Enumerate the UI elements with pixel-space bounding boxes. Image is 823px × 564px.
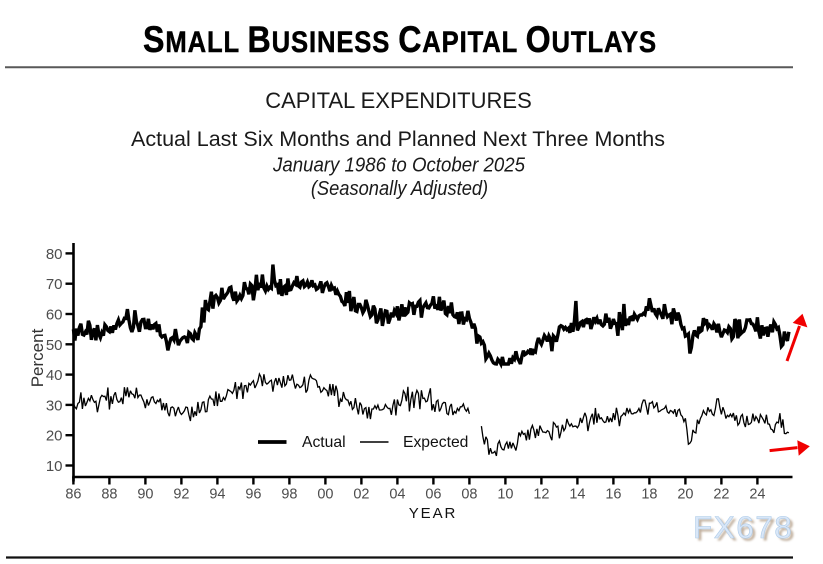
svg-text:Percent: Percent	[28, 328, 47, 387]
svg-text:FX678: FX678	[696, 512, 796, 548]
svg-text:Actual: Actual	[302, 434, 346, 451]
svg-text:SMALL BUSINESS CAPITAL OUTLAYS: SMALL BUSINESS CAPITAL OUTLAYS	[143, 20, 657, 61]
svg-text:02: 02	[353, 487, 369, 503]
svg-text:14: 14	[569, 487, 585, 503]
svg-text:96: 96	[245, 487, 261, 503]
svg-text:94: 94	[209, 487, 225, 503]
svg-text:90: 90	[137, 487, 153, 503]
svg-text:06: 06	[425, 487, 441, 503]
svg-text:January 1986 to October 2025: January 1986 to October 2025	[272, 154, 525, 177]
svg-text:86: 86	[65, 487, 81, 503]
svg-text:04: 04	[389, 487, 405, 503]
svg-text:40: 40	[46, 367, 63, 384]
svg-text:08: 08	[461, 487, 477, 503]
svg-text:12: 12	[533, 487, 549, 503]
svg-text:92: 92	[173, 487, 189, 503]
svg-text:(Seasonally Adjusted): (Seasonally Adjusted)	[311, 178, 488, 200]
svg-text:60: 60	[46, 307, 63, 324]
svg-text:CAPITAL EXPENDITURES: CAPITAL EXPENDITURES	[265, 88, 532, 113]
svg-text:18: 18	[641, 487, 657, 503]
svg-text:FX678: FX678	[693, 509, 793, 545]
svg-text:20: 20	[677, 487, 693, 503]
svg-text:YEAR: YEAR	[409, 505, 457, 522]
svg-text:98: 98	[281, 487, 297, 503]
svg-text:10: 10	[46, 458, 63, 475]
svg-text:22: 22	[713, 487, 729, 503]
svg-text:24: 24	[749, 487, 765, 503]
svg-text:00: 00	[317, 487, 333, 503]
svg-text:50: 50	[46, 337, 63, 354]
svg-text:10: 10	[497, 487, 513, 503]
svg-text:70: 70	[46, 276, 63, 293]
svg-text:88: 88	[101, 487, 117, 503]
svg-text:30: 30	[46, 397, 63, 414]
svg-text:20: 20	[46, 428, 63, 445]
svg-text:16: 16	[605, 487, 621, 503]
svg-text:Expected: Expected	[403, 434, 468, 451]
svg-text:80: 80	[46, 246, 63, 263]
svg-text:Actual Last Six Months and Pla: Actual Last Six Months and Planned Next …	[131, 127, 665, 151]
